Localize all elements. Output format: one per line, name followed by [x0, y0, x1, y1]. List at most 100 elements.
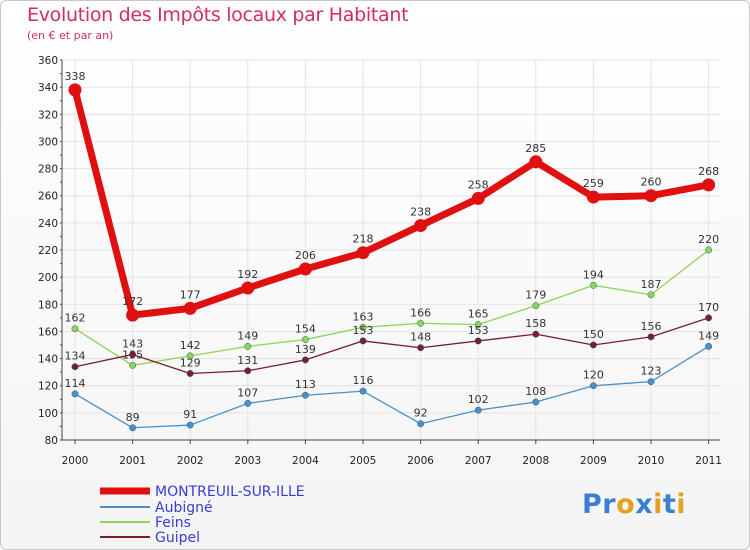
series-line — [74, 249, 709, 367]
series-montreuil-sur-ille: 338 172 177 192 206 218 238 258 285 259 260 268 — [65, 70, 719, 322]
y-tick-label: 140 — [38, 354, 58, 366]
data-point — [301, 336, 309, 344]
data-point — [647, 333, 655, 341]
data-point — [705, 246, 713, 254]
data-point — [589, 341, 597, 349]
series-feins: 162135142149154163166165179194187220 — [65, 233, 719, 369]
data-point — [126, 308, 140, 322]
y-tick-label: 120 — [38, 381, 58, 393]
chart-subtitle: (en € et par an) — [27, 29, 114, 42]
data-point — [301, 391, 309, 399]
x-tick-label: 2010 — [638, 455, 665, 467]
y-tick-label: 160 — [38, 326, 58, 338]
data-point — [474, 337, 482, 345]
data-point — [186, 370, 194, 377]
x-tick-label: 2011 — [695, 455, 722, 467]
y-tick-label: 220 — [38, 245, 58, 257]
series-line — [74, 345, 709, 429]
data-label: 153 — [468, 324, 489, 337]
data-point — [644, 189, 658, 203]
data-point — [471, 191, 485, 205]
logo-letter: r — [602, 489, 617, 520]
data-label: 89 — [126, 411, 140, 424]
y-tick-label: 100 — [38, 408, 58, 420]
data-point — [359, 323, 367, 331]
data-point — [68, 83, 82, 97]
data-label: 187 — [641, 278, 662, 291]
data-label: 150 — [583, 328, 604, 341]
data-point — [532, 330, 540, 338]
data-point — [532, 302, 540, 310]
data-label: 260 — [641, 176, 662, 189]
data-point — [241, 281, 255, 295]
data-label: 162 — [65, 312, 86, 325]
x-tick-label: 2002 — [177, 455, 204, 467]
data-label: 218 — [353, 233, 374, 246]
y-tick-label: 260 — [38, 191, 58, 203]
y-tick-label: 80 — [45, 435, 58, 447]
data-point — [474, 321, 482, 329]
logo-letter: o — [616, 489, 636, 520]
series-group: 1148991107113116921021081201231491621351… — [65, 70, 719, 432]
data-label: 142 — [180, 339, 201, 352]
data-point — [71, 390, 79, 398]
data-point — [705, 314, 713, 322]
data-point — [183, 301, 197, 315]
data-point — [298, 262, 312, 276]
y-tick-label: 340 — [38, 82, 58, 94]
legend-label: Feins — [155, 515, 191, 531]
data-point — [589, 382, 597, 390]
data-point — [186, 421, 194, 429]
data-point — [359, 387, 367, 395]
data-point — [532, 398, 540, 406]
data-point — [359, 337, 367, 345]
data-label: 139 — [295, 343, 316, 356]
x-tick-label: 2006 — [407, 455, 434, 467]
data-label: 114 — [65, 377, 86, 390]
data-point — [186, 352, 194, 360]
data-point — [244, 342, 252, 350]
data-label: 170 — [698, 301, 719, 314]
y-tick-label: 180 — [38, 299, 58, 311]
legend-label: MONTREUIL-SUR-ILLE — [155, 484, 305, 500]
x-tick-label: 2001 — [119, 455, 146, 467]
legend-label: Guipel — [155, 530, 200, 546]
data-point — [586, 190, 600, 204]
data-label: 123 — [641, 365, 662, 378]
x-tick-label: 2004 — [292, 455, 319, 467]
data-label: 149 — [698, 329, 719, 342]
data-label: 163 — [353, 310, 374, 323]
axes: 80 100 120 140 160 180 200 220 240 260 280 300 320 34… — [38, 55, 722, 467]
x-tick-label: 2005 — [350, 455, 377, 467]
logo-letter: i — [676, 489, 687, 520]
logo-letter: i — [653, 489, 663, 520]
data-label: 172 — [122, 295, 143, 308]
data-label: 238 — [410, 206, 431, 219]
data-point — [244, 367, 252, 375]
data-point — [647, 378, 655, 386]
data-point — [647, 291, 655, 299]
grid — [62, 59, 720, 441]
chart-title: Evolution des Impôts locaux par Habitant — [27, 4, 409, 26]
data-label: 285 — [525, 142, 546, 155]
data-label: 268 — [698, 165, 719, 178]
y-tick-label: 300 — [38, 136, 58, 148]
data-point — [129, 351, 137, 358]
data-label: 113 — [295, 378, 316, 391]
data-label: 338 — [65, 70, 86, 83]
data-label: 192 — [237, 268, 258, 281]
x-tick-label: 2008 — [522, 455, 549, 467]
data-point — [244, 399, 252, 407]
data-label: 258 — [468, 178, 489, 191]
data-label: 158 — [525, 317, 546, 330]
y-tick-label: 200 — [38, 272, 58, 284]
y-tick-label: 280 — [38, 164, 58, 176]
x-tick-label: 2003 — [234, 455, 261, 467]
data-label: 102 — [468, 393, 489, 406]
data-label: 143 — [122, 338, 143, 351]
series-line — [71, 88, 710, 319]
y-tick-label: 320 — [38, 109, 58, 121]
x-tick-label: 2007 — [465, 455, 492, 467]
data-point — [417, 344, 425, 352]
